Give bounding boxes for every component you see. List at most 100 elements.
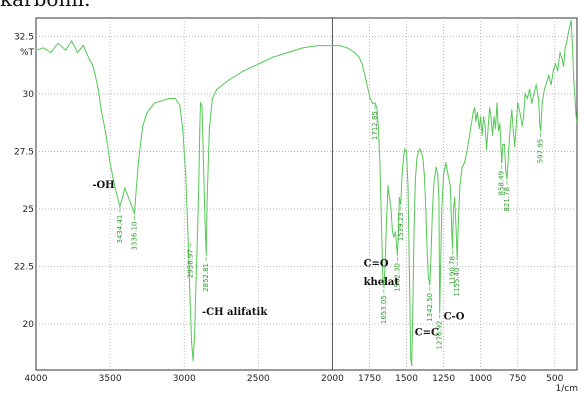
spectrum-point <box>416 157 418 159</box>
spectrum-point <box>208 127 210 129</box>
spectrum-point <box>457 219 459 222</box>
spectrum-point <box>407 185 409 187</box>
spectrum-point <box>491 134 494 136</box>
spectrum-point <box>439 311 441 314</box>
spectrum-point <box>435 166 437 169</box>
x-tick-label: 3500 <box>99 374 122 384</box>
spectrum-point <box>570 19 572 21</box>
spectrum-point <box>197 231 199 233</box>
spectrum-point <box>317 45 319 47</box>
spectrum-point <box>472 111 474 113</box>
spectrum-point <box>199 127 201 129</box>
spectrum-point <box>531 102 533 104</box>
spectrum-point <box>515 125 517 127</box>
spectrum-point <box>521 125 523 127</box>
spectrum-point <box>211 97 213 100</box>
spectrum-point <box>364 74 366 77</box>
spectrum-point <box>506 178 508 180</box>
spectrum-point <box>198 173 200 175</box>
peak-label: 2958.97 <box>187 249 195 278</box>
spectrum-point <box>494 127 497 129</box>
spectrum-point <box>480 116 482 118</box>
spectrum-point <box>533 93 535 95</box>
spectrum-point <box>380 219 382 222</box>
spectrum-point <box>154 102 156 104</box>
spectrum-point <box>564 47 566 49</box>
peak-label: 3336.10 <box>130 222 138 251</box>
spectrum-point <box>390 208 392 210</box>
spectrum-point <box>420 150 422 152</box>
spectrum-point <box>410 357 412 360</box>
spectrum-point <box>490 116 492 118</box>
spectrum-point <box>76 51 79 54</box>
spectrum-point <box>179 104 181 106</box>
grid <box>36 18 577 370</box>
spectrum-point <box>346 47 348 49</box>
x-tick-label: 4000 <box>25 374 48 384</box>
spectrum-point <box>376 107 378 109</box>
spectrum-point <box>168 97 170 100</box>
x-tick-label: 2000 <box>321 374 344 384</box>
spectrum-point <box>124 187 126 189</box>
spectrum-point <box>496 102 498 104</box>
spectrum-point <box>195 277 197 279</box>
spectrum-point <box>517 102 519 104</box>
spectrum-point <box>404 148 406 150</box>
spectrum-point <box>519 111 521 113</box>
annotation-label: C-O <box>444 311 465 322</box>
spectrum-point <box>396 254 398 256</box>
peak-label: 1653.05 <box>380 295 388 324</box>
spectrum-point <box>65 49 67 51</box>
annotation-label: khelat <box>364 277 400 288</box>
spectrum-point <box>192 360 194 362</box>
spectrum-point <box>97 88 99 90</box>
spectrum-point <box>539 125 541 127</box>
spectrum-point <box>540 130 542 132</box>
x-tick-label: 1500 <box>395 374 418 384</box>
spectrum-point <box>161 100 163 102</box>
spectrum-point <box>452 208 455 210</box>
spectrum-point <box>509 125 511 127</box>
spectrum-point <box>403 155 405 157</box>
spectrum-point <box>257 63 259 65</box>
spectrum-point <box>50 51 52 54</box>
spectrum-point <box>548 74 550 77</box>
spectrum-point <box>367 88 369 90</box>
spectrum-point <box>391 231 394 233</box>
peak-label: 3434.41 <box>116 215 124 244</box>
spectrum-point <box>474 107 476 109</box>
x-tick-label: 3000 <box>173 374 196 384</box>
spectrum-point <box>438 196 440 199</box>
caption-fragment: karbonil. <box>0 0 90 11</box>
spectrum-point <box>497 130 499 132</box>
spectrum-point <box>483 116 485 118</box>
spectrum-point <box>486 148 488 150</box>
spectrum-point <box>484 125 486 127</box>
spectrum-point <box>201 104 203 106</box>
spectrum-point <box>394 231 396 233</box>
spectrum-point <box>489 107 491 109</box>
spectrum-point <box>412 311 414 314</box>
spectrum-point <box>128 199 130 201</box>
spectrum-point <box>202 162 205 164</box>
spectrum-point <box>383 286 385 288</box>
spectrum-point <box>512 130 514 132</box>
y-tick-label: 30 <box>23 90 35 100</box>
peak-label: 1155.40 <box>453 268 461 297</box>
spectrum-point <box>242 70 245 72</box>
y-tick-label: 25 <box>23 205 34 215</box>
spectrum-point <box>475 120 477 123</box>
spectrum-point <box>455 231 457 233</box>
spectrum-point <box>569 26 571 28</box>
spectrum-point <box>414 178 416 180</box>
spectrum-point <box>561 58 563 61</box>
spectrum-point <box>137 162 139 164</box>
spectrum-point <box>382 277 384 279</box>
spectrum-point <box>374 102 376 104</box>
spectrum-point <box>552 70 554 72</box>
spectrum-point <box>388 196 391 199</box>
spectrum-point <box>82 45 84 47</box>
spectrum-point <box>566 42 568 44</box>
peak-label: 1539.23 <box>397 212 405 241</box>
